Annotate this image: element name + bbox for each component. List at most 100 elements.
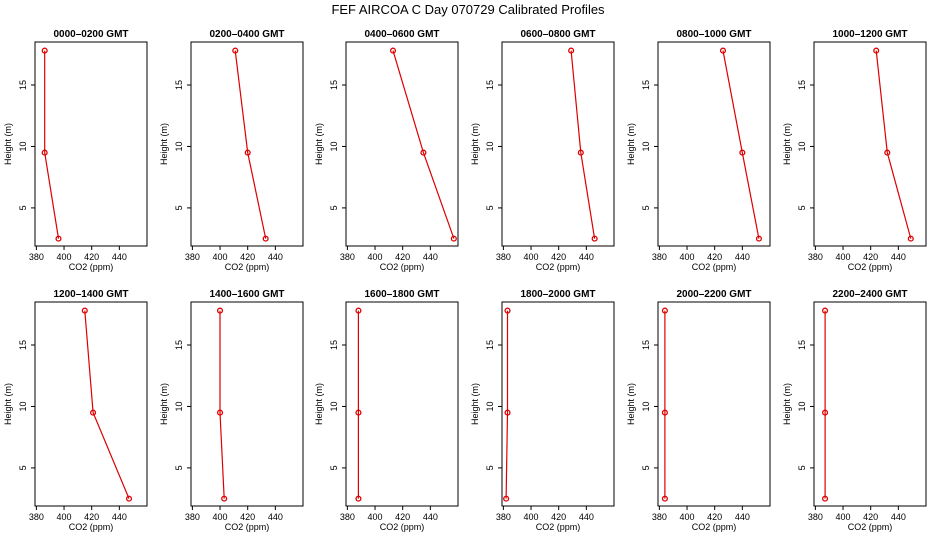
profile-point (884, 149, 891, 156)
y-tick-label: 15 (174, 80, 184, 90)
x-tick-label: 380 (652, 252, 667, 262)
y-tick-label: 10 (18, 401, 28, 411)
profile-point (55, 235, 62, 242)
profile-point (822, 495, 829, 502)
profile-point (577, 149, 584, 156)
x-tick-label: 440 (112, 512, 127, 522)
plot-frame (190, 301, 304, 507)
panel-6: 1000–1200 GMT 380 400 420 440 5 10 15 CO2 (ppm) H… (782, 29, 927, 272)
profile-line (875, 50, 912, 239)
y-tick-label: 10 (174, 141, 184, 151)
x-axis-label: CO2 (ppm) (848, 522, 893, 532)
x-tick-label: 400 (368, 512, 383, 522)
y-axis-label: Height (m) (470, 123, 480, 165)
x-tick-label: 420 (863, 512, 878, 522)
y-tick-label: 10 (329, 141, 339, 151)
panel-title: 1600–1800 GMT (364, 289, 439, 300)
x-tick-label: 440 (891, 252, 906, 262)
x-tick-label: 420 (551, 512, 566, 522)
y-axis-label: Height (m) (782, 123, 792, 165)
panel-1: 0000–0200 GMT 380 400 420 440 5 10 15 CO2 (ppm) H… (3, 29, 148, 272)
plot-frame (501, 301, 615, 507)
x-tick-label: 420 (551, 252, 566, 262)
y-tick-label: 5 (174, 465, 184, 470)
y-axis-label: Height (m) (470, 383, 480, 425)
profile-line (392, 50, 455, 239)
x-tick-label: 440 (579, 252, 594, 262)
y-tick-label: 5 (174, 205, 184, 210)
panel-11: 2000–2200 GMT 380 400 420 440 5 10 15 CO2 (ppm) H… (626, 289, 771, 532)
x-tick-label: 400 (680, 252, 695, 262)
panel-title: 0000–0200 GMT (53, 29, 128, 40)
panel-7: 1200–1400 GMT 380 400 420 440 5 10 15 CO2 (ppm) H… (3, 289, 148, 532)
profile-point (221, 495, 228, 502)
y-tick-label: 15 (329, 80, 339, 90)
y-tick-label: 5 (18, 465, 28, 470)
x-tick-label: 380 (29, 512, 44, 522)
y-tick-label: 15 (641, 80, 651, 90)
x-tick-label: 400 (57, 252, 72, 262)
profile-point (389, 47, 397, 54)
profile-point (755, 235, 762, 242)
panel-3: 0400–0600 GMT 380 400 420 440 5 10 15 CO2 (ppm) H… (314, 29, 459, 272)
x-tick-label: 420 (863, 252, 878, 262)
y-tick-label: 15 (18, 340, 28, 350)
x-tick-label: 380 (340, 512, 355, 522)
profile-point (450, 235, 457, 242)
profile-line (234, 50, 267, 239)
plot-frame (657, 301, 771, 507)
x-tick-label: 420 (395, 252, 410, 262)
plot-frame (345, 41, 459, 247)
profile-line (505, 310, 509, 499)
panel-title: 1000–1200 GMT (832, 29, 907, 40)
panel-title: 1400–1600 GMT (209, 289, 284, 300)
profile-point (661, 409, 668, 416)
x-tick-label: 440 (891, 512, 906, 522)
profile-point (504, 307, 511, 314)
x-tick-label: 380 (340, 252, 355, 262)
x-tick-label: 440 (735, 512, 750, 522)
y-tick-label: 15 (485, 80, 495, 90)
y-tick-label: 10 (797, 141, 807, 151)
x-tick-label: 400 (836, 512, 851, 522)
y-tick-label: 5 (18, 205, 28, 210)
y-tick-label: 10 (641, 141, 651, 151)
y-axis-label: Height (m) (314, 383, 324, 425)
panel-8: 1400–1600 GMT 380 400 420 440 5 10 15 CO2 (ppm) H… (159, 289, 304, 532)
x-tick-label: 380 (496, 512, 511, 522)
y-axis-label: Height (m) (626, 383, 636, 425)
y-tick-label: 15 (797, 340, 807, 350)
profile-point (503, 495, 510, 502)
y-tick-label: 15 (329, 340, 339, 350)
y-tick-label: 5 (797, 205, 807, 210)
x-axis-label: CO2 (ppm) (69, 262, 114, 272)
plot-frame (34, 41, 148, 247)
x-tick-label: 380 (29, 252, 44, 262)
y-tick-label: 5 (641, 205, 651, 210)
x-tick-label: 400 (213, 252, 228, 262)
y-tick-label: 15 (18, 80, 28, 90)
y-tick-label: 5 (485, 465, 495, 470)
x-tick-label: 440 (579, 512, 594, 522)
panel-title: 0200–0400 GMT (209, 29, 284, 40)
profile-point (822, 307, 829, 314)
x-tick-label: 400 (524, 512, 539, 522)
profile-point (216, 409, 224, 416)
y-tick-label: 10 (485, 401, 495, 411)
profile-point (873, 47, 880, 54)
panel-10: 1800–2000 GMT 380 400 420 440 5 10 15 CO2 (ppm) H… (470, 289, 615, 532)
profile-point (262, 235, 269, 242)
plot-frame (813, 301, 927, 507)
x-tick-label: 400 (368, 252, 383, 262)
profile-point (355, 307, 362, 314)
y-axis-label: Height (m) (314, 123, 324, 165)
y-tick-label: 10 (485, 141, 495, 151)
panel-2: 0200–0400 GMT 380 400 420 440 5 10 15 CO2 (ppm) H… (159, 29, 304, 272)
x-tick-label: 420 (707, 252, 722, 262)
profile-point (719, 47, 727, 54)
profile-point (355, 409, 362, 416)
y-tick-label: 5 (485, 205, 495, 210)
x-tick-label: 420 (240, 252, 255, 262)
x-axis-label: CO2 (ppm) (225, 522, 270, 532)
